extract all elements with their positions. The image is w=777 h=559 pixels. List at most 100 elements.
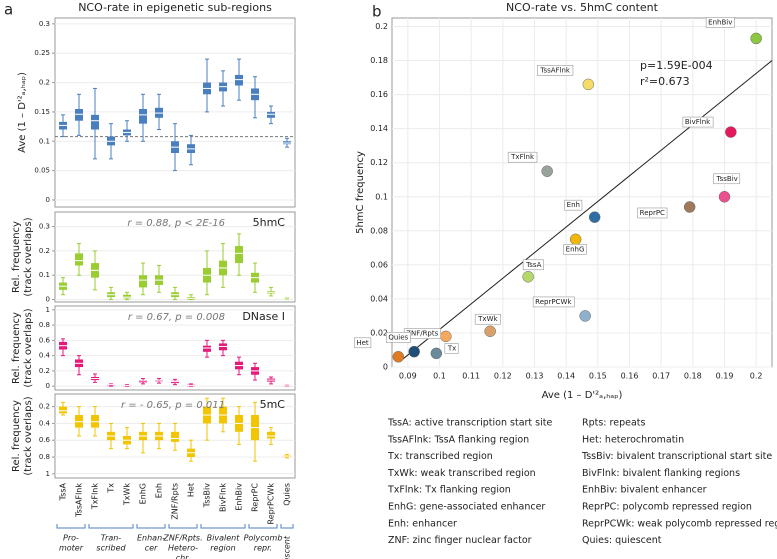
x-tick-label: 0.17	[652, 372, 670, 381]
y-tick-label: 0.8	[39, 453, 50, 461]
group-bracket	[200, 524, 246, 529]
group-bracket	[56, 524, 86, 529]
group-label: ZNF/Rpts.	[162, 534, 202, 543]
y-axis-label: Rel. frequency	[11, 221, 22, 293]
y-tick-label: 0	[46, 382, 50, 390]
group-label: repr.	[254, 544, 272, 553]
point-label: Quies	[388, 333, 408, 341]
definition: Rpts: repeats	[582, 418, 645, 429]
y-tick-label: 0.2	[39, 79, 50, 87]
group-label: Hetero-	[168, 544, 198, 553]
box	[75, 108, 83, 121]
y-axis-label: 5hmC frequency	[355, 151, 366, 234]
y-tick-label: 0.12	[370, 158, 388, 167]
y-tick-label: 0.1	[39, 137, 50, 145]
y-tick-label: 0	[46, 196, 50, 204]
y-tick-label: 0.16	[370, 90, 388, 99]
point	[750, 32, 762, 45]
point-label: TssBiv	[716, 175, 738, 183]
y-tick-label: 0.2	[39, 367, 50, 375]
point	[440, 330, 452, 343]
label-box	[564, 199, 583, 211]
x-tick-label: 0.19	[716, 372, 734, 381]
point-label: ReprPC	[640, 209, 665, 217]
y-tick-label: 0.06	[370, 260, 388, 269]
box	[139, 108, 147, 124]
x-axis-label: Ave (1 – D'²ₐ,ₕₐₚ)	[542, 390, 623, 401]
definition: EnhG: gene-associated enhancer	[388, 502, 545, 513]
y-tick-label: 0	[383, 363, 388, 372]
group-label: Enhan-	[137, 534, 165, 543]
point	[718, 191, 731, 203]
y-tick-label: 0.2	[39, 403, 50, 411]
x-tick-label: Het	[187, 483, 196, 497]
x-tick-label: Quies	[283, 483, 292, 506]
point-label: Het	[356, 339, 369, 347]
point	[408, 345, 420, 358]
x-tick-label: ZNF/Rpts	[171, 483, 180, 520]
point	[579, 310, 591, 322]
group-bracket	[168, 524, 198, 529]
x-tick-label: 0.2	[750, 372, 763, 381]
group-label: Tran-	[101, 534, 122, 543]
group-label: moter	[59, 544, 84, 553]
point	[392, 351, 405, 363]
group-bracket	[88, 524, 134, 529]
point-label: EnhBiv	[708, 18, 732, 26]
x-tick-label: 0.16	[621, 372, 639, 381]
point-label: TssA	[525, 261, 541, 269]
y-axis-label: Rel. frequency	[11, 312, 22, 384]
point	[725, 126, 737, 138]
label-box	[354, 337, 372, 349]
y-axis-label: (track overlaps)	[23, 308, 34, 387]
point	[588, 211, 601, 223]
track-label: 5hmC	[253, 216, 286, 229]
point-label: TxFlnk	[510, 153, 535, 161]
stat-annotation: r = 0.67, p = 0.008	[128, 312, 225, 323]
box	[235, 246, 243, 264]
group-label: region	[210, 544, 235, 553]
point-label: TssAFlnk	[539, 66, 571, 74]
label-box	[705, 17, 735, 28]
box	[203, 345, 211, 352]
y-tick-label: 1	[46, 306, 50, 314]
y-axis-label: (track overlaps)	[23, 217, 34, 296]
point-label: ZNF/Rpts	[406, 330, 438, 338]
group-label: Pro-	[63, 534, 79, 543]
point	[522, 271, 534, 283]
y-tick-label: 0.3	[39, 20, 50, 28]
group-bracket	[136, 524, 166, 529]
y-axis-label: (track overlaps)	[23, 396, 34, 475]
label-box	[522, 259, 544, 271]
x-tick-label: 0.18	[684, 372, 702, 381]
definition: TssBiv: bivalent transcriptional start s…	[581, 451, 772, 462]
y-tick-label: 0.4	[39, 419, 51, 427]
definition: ReprPCWk: weak polycomb repressed region	[582, 518, 777, 529]
definition: Tx: transcribed region	[387, 451, 493, 462]
x-tick-label: EnhG	[139, 483, 148, 504]
x-tick-label: 0.12	[494, 372, 512, 381]
group-bracket	[280, 524, 294, 529]
definition: Het: heterochromatin	[582, 434, 684, 445]
chart-title: NCO-rate vs. 5hmC content	[506, 1, 659, 14]
box	[91, 114, 99, 130]
label-box	[532, 296, 575, 308]
label-box	[637, 207, 668, 219]
x-tick-label: EnhBiv	[235, 483, 244, 511]
x-tick-label: TxFlnk	[91, 483, 100, 511]
r-squared: r²=0.673	[640, 75, 690, 88]
definition: TssAFlnk: TssA flanking region	[387, 434, 529, 445]
group-label: Bivalent	[207, 534, 241, 543]
definition: Quies: quiescent	[582, 535, 662, 546]
definition: EnhBiv: bivalent enhancer	[582, 485, 707, 496]
x-tick-label: 0.11	[462, 372, 480, 381]
chart-title: NCO-rate in epigenetic sub-regions	[78, 1, 272, 14]
label-box	[713, 173, 741, 185]
label-box	[474, 313, 501, 325]
box	[171, 431, 179, 442]
x-tick-label: BivFlnk	[219, 483, 228, 512]
x-tick-label: 0.1	[433, 372, 446, 381]
y-tick-label: 0.4	[39, 352, 51, 360]
y-tick-label: 0.08	[370, 226, 388, 235]
